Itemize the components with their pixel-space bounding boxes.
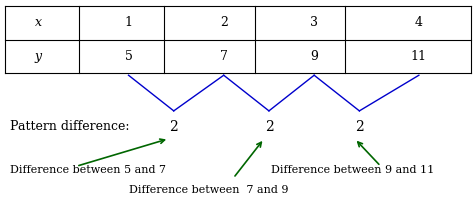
Text: 2: 2 bbox=[265, 120, 273, 134]
Text: 7: 7 bbox=[220, 50, 228, 63]
Text: x: x bbox=[35, 16, 41, 29]
Text: 4: 4 bbox=[415, 16, 423, 29]
Text: 9: 9 bbox=[310, 50, 318, 63]
Text: 5: 5 bbox=[125, 50, 132, 63]
Text: 11: 11 bbox=[411, 50, 427, 63]
Text: 2: 2 bbox=[355, 120, 364, 134]
Text: 3: 3 bbox=[310, 16, 318, 29]
Text: Pattern difference:: Pattern difference: bbox=[10, 120, 129, 133]
Text: 2: 2 bbox=[220, 16, 228, 29]
Text: y: y bbox=[35, 50, 41, 63]
Text: Difference between  7 and 9: Difference between 7 and 9 bbox=[129, 185, 288, 195]
Text: Difference between 9 and 11: Difference between 9 and 11 bbox=[271, 165, 435, 175]
Text: 1: 1 bbox=[125, 16, 132, 29]
Text: Difference between 5 and 7: Difference between 5 and 7 bbox=[10, 165, 166, 175]
Text: 2: 2 bbox=[169, 120, 178, 134]
